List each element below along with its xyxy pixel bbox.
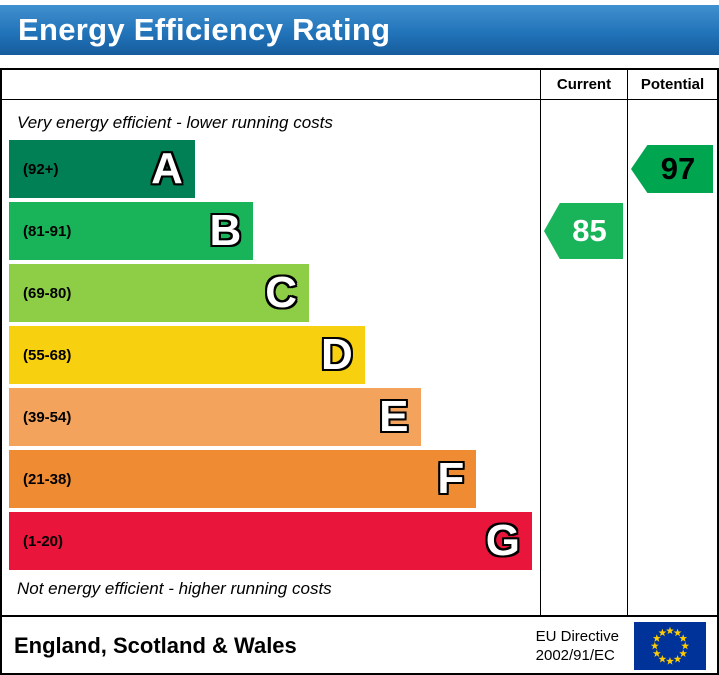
page-title: Energy Efficiency Rating xyxy=(18,12,391,47)
band-a: (92+) A xyxy=(9,140,195,198)
band-range-label: (21-38) xyxy=(23,470,72,488)
band-f: (21-38) F xyxy=(9,450,477,508)
band-letter: D xyxy=(320,330,353,379)
band-letter: G xyxy=(485,516,521,565)
bands-area: Very energy efficient - lower running co… xyxy=(2,100,540,615)
band-d: (55-68) D xyxy=(9,326,365,384)
band-letter: E xyxy=(379,392,409,441)
band-letter: A xyxy=(151,144,183,193)
band-range-label: (92+) xyxy=(23,160,59,178)
eu-flag-icon xyxy=(634,622,706,670)
band-g: (1-20) G xyxy=(9,512,533,570)
title-banner: Energy Efficiency Rating xyxy=(0,5,719,55)
eu-directive-label: EU Directive 2002/91/EC xyxy=(536,627,619,666)
eu-directive-line1: EU Directive xyxy=(535,627,619,645)
band-e: (39-54) E xyxy=(9,388,421,446)
table-corner-cell xyxy=(2,70,540,100)
band-letter: C xyxy=(265,268,297,317)
chart-frame: Current Potential Very energy efficient … xyxy=(0,68,719,675)
band-range-label: (1-20) xyxy=(23,532,64,550)
band-range-label: (39-54) xyxy=(23,408,72,426)
rating-table: Current Potential Very energy efficient … xyxy=(2,70,717,617)
band-letter: B xyxy=(209,206,242,255)
footer-bar: England, Scotland & Wales EU Directive 2… xyxy=(2,619,717,673)
potential-rating-arrow: 97 xyxy=(631,145,713,193)
current-rating-value: 85 xyxy=(572,213,607,248)
eu-directive-line2: 2002/91/EC xyxy=(535,647,615,664)
current-rating-arrow: 85 xyxy=(544,203,623,259)
band-range-label: (55-68) xyxy=(23,346,72,364)
band-range-label: (81-91) xyxy=(23,222,72,240)
bottom-note: Not energy efficient - higher running co… xyxy=(17,579,332,598)
eu-flag-stars xyxy=(650,626,690,665)
band-range-label: (69-80) xyxy=(23,284,72,302)
band-c: (69-80) C xyxy=(9,264,309,322)
current-column-header: Current xyxy=(540,70,627,100)
potential-column-header: Potential xyxy=(627,70,717,100)
potential-column: 97 xyxy=(627,100,717,615)
potential-rating-value: 97 xyxy=(660,151,696,186)
band-list: (92+) A (81-91) B (69-80) C (55-68) D xyxy=(9,140,540,570)
band-b: (81-91) B xyxy=(9,202,254,260)
band-letter: F xyxy=(437,454,465,503)
current-column: 85 xyxy=(540,100,627,615)
region-label: England, Scotland & Wales xyxy=(14,633,297,658)
top-note: Very energy efficient - lower running co… xyxy=(17,113,333,132)
